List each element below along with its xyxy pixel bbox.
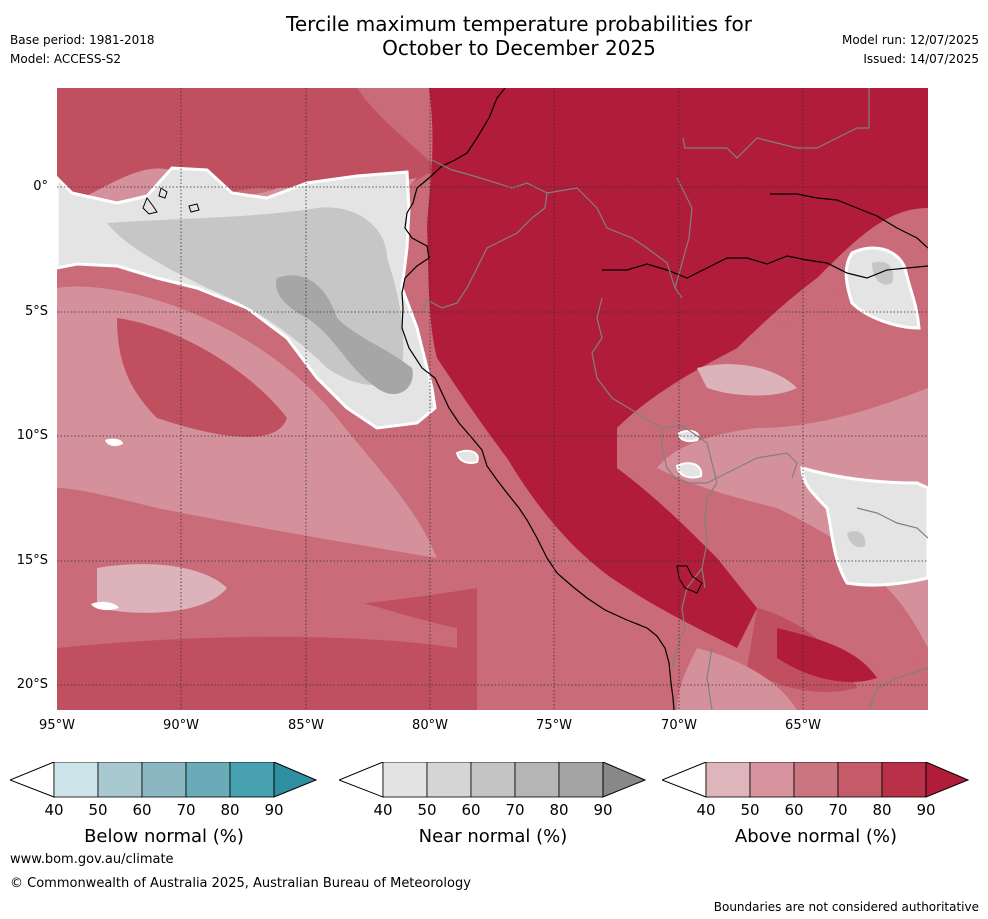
galapagos-island [158, 187, 168, 199]
near-colorbar-bin [558, 762, 604, 798]
coastline [401, 88, 675, 710]
below-colorbar-bin [97, 762, 143, 798]
above-colorbar-max-arrow [925, 762, 970, 798]
country-borders [422, 88, 928, 710]
above-colorbar-bin [881, 762, 927, 798]
galapagos-island [142, 196, 158, 215]
near-colorbar-max-arrow [602, 762, 647, 798]
below-colorbar-min-arrow [10, 762, 55, 798]
below-tick-80: 80 [220, 801, 240, 819]
near-tick-70: 70 [505, 801, 525, 819]
above-tick-70: 70 [828, 801, 848, 819]
near-normal-colorbar [339, 762, 647, 798]
lon-label-90w: 90°W [163, 718, 199, 733]
below-colorbar-max-arrow [273, 762, 318, 798]
copyright-text: © Commonwealth of Australia 2025, Austra… [10, 876, 471, 891]
region-near-80 [276, 275, 413, 395]
near-tick-50: 50 [417, 801, 437, 819]
below-normal-label: Below normal (%) [84, 826, 244, 847]
amazon-river [602, 255, 928, 279]
lon-label-65w: 65°W [785, 718, 821, 733]
lake-titicaca [676, 565, 703, 594]
near-tick-60: 60 [461, 801, 481, 819]
above-colorbar-min-arrow [662, 762, 707, 798]
disclaimer-text: Boundaries are not considered authoritat… [713, 900, 979, 914]
near-tick-80: 80 [549, 801, 569, 819]
above-normal-colorbar [662, 762, 970, 798]
below-normal-colorbar [10, 762, 318, 798]
above-tick-80: 80 [872, 801, 892, 819]
near-normal-label: Near normal (%) [418, 826, 568, 847]
near-colorbar-bin [470, 762, 516, 798]
graticule [57, 88, 928, 710]
lat-label-10s: 10°S [16, 428, 48, 443]
title-line-2: October to December 2025 [382, 36, 656, 60]
region-near-70 [847, 531, 866, 548]
page-title: Tercile maximum temperature probabilitie… [219, 12, 819, 60]
above-normal-label: Above normal (%) [734, 826, 898, 847]
near-colorbar-bin [382, 762, 428, 798]
lon-label-95w: 95°W [39, 718, 75, 733]
region-below-40 [91, 601, 119, 611]
above-tick-60: 60 [784, 801, 804, 819]
model-run-label: Model run: 12/07/2025 [841, 33, 979, 47]
lon-label-75w: 75°W [536, 718, 572, 733]
near-colorbar-bin [426, 762, 472, 798]
below-colorbar-bin [141, 762, 187, 798]
above-colorbar-bin [749, 762, 795, 798]
below-colorbar-bin [229, 762, 275, 798]
region-above-50 [97, 564, 227, 613]
near-tick-40: 40 [373, 801, 393, 819]
region-near-50 [800, 466, 928, 587]
title-line-1: Tercile maximum temperature probabilitie… [286, 12, 752, 36]
lat-label-0: 0° [33, 179, 48, 194]
region-near-50 [675, 462, 703, 479]
region-near-70 [872, 261, 894, 285]
lat-label-5s: 5°S [24, 304, 48, 319]
below-tick-40: 40 [44, 801, 64, 819]
forecast-map [57, 88, 928, 710]
lon-label-80w: 80°W [412, 718, 448, 733]
region-near-50 [844, 246, 921, 330]
below-tick-50: 50 [88, 801, 108, 819]
region-near-70 [107, 207, 404, 385]
region-above-60 [677, 648, 797, 710]
above-tick-40: 40 [696, 801, 716, 819]
near-tick-90: 90 [593, 801, 613, 819]
lon-label-85w: 85°W [288, 718, 324, 733]
region-above-90 [777, 628, 877, 682]
below-colorbar-bin [185, 762, 231, 798]
below-tick-70: 70 [176, 801, 196, 819]
region-above-80 [117, 318, 287, 437]
website-link[interactable]: www.bom.gov.au/climate [10, 852, 174, 867]
region-near-50 [455, 449, 479, 464]
base-period-label: Base period: 1981-2018 [10, 33, 155, 47]
lat-label-20s: 20°S [16, 677, 48, 692]
lat-label-15s: 15°S [16, 553, 48, 568]
near-colorbar-min-arrow [339, 762, 384, 798]
lon-label-70w: 70°W [661, 718, 697, 733]
above-colorbar-bin [837, 762, 883, 798]
region-below-40 [105, 438, 123, 447]
below-tick-90: 90 [264, 801, 284, 819]
galapagos-island [188, 203, 200, 213]
near-colorbar-bin [514, 762, 560, 798]
above-tick-90: 90 [916, 801, 936, 819]
issued-label: Issued: 14/07/2025 [863, 52, 979, 66]
model-label: Model: ACCESS-S2 [10, 52, 122, 66]
below-tick-60: 60 [132, 801, 152, 819]
above-colorbar-bin [793, 762, 839, 798]
river [770, 193, 928, 249]
region-above-50 [697, 364, 797, 396]
above-colorbar-bin [705, 762, 751, 798]
below-colorbar-bin [53, 762, 99, 798]
above-tick-50: 50 [740, 801, 760, 819]
region-above-60 [657, 388, 928, 648]
